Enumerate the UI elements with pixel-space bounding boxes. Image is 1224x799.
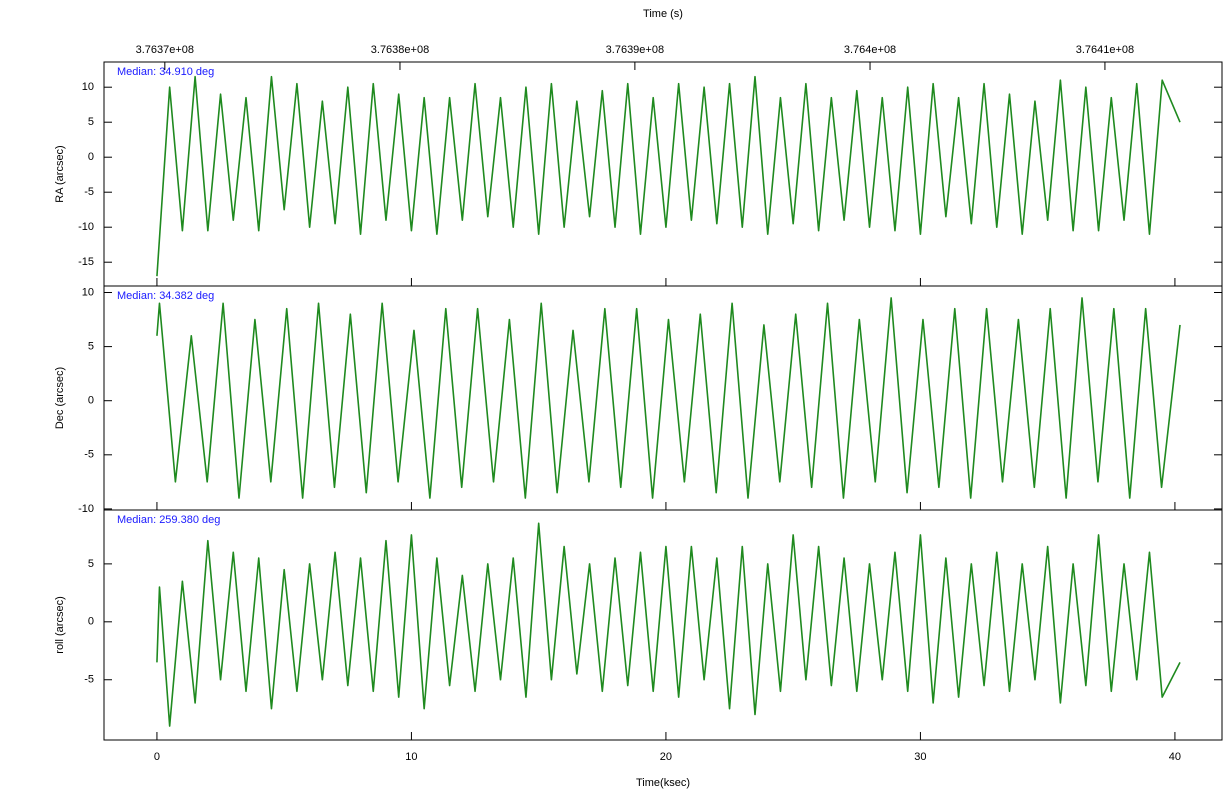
y-tick-label: 5: [88, 341, 94, 353]
x-tick-label: 20: [660, 751, 672, 763]
y-tick-label: -5: [84, 674, 94, 686]
data-line: [156, 297, 1181, 499]
x-axis-title: Time(ksec): [636, 777, 690, 789]
x-tick-label: 40: [1169, 751, 1181, 763]
y-tick-label: -5: [84, 449, 94, 461]
top-x-tick-label: 3.7638e+08: [371, 44, 429, 56]
y-tick-label: 0: [88, 151, 94, 163]
y-tick-label: 0: [88, 395, 94, 407]
x-tick-label: 30: [914, 751, 926, 763]
top-axis-title: Time (s): [643, 8, 683, 20]
y-axis-title: RA (arcsec): [54, 145, 66, 202]
y-tick-label: -10: [78, 221, 94, 233]
x-tick-label: 10: [405, 751, 417, 763]
top-x-tick-label: 3.764e+08: [844, 44, 896, 56]
panel-frame: [103, 509, 1223, 741]
y-tick-label: 0: [88, 616, 94, 628]
y-tick-label: 10: [82, 81, 94, 93]
y-tick-label: -5: [84, 186, 94, 198]
y-tick-label: -10: [78, 503, 94, 515]
data-line: [156, 75, 1181, 277]
y-axis-title: Dec (arcsec): [54, 367, 66, 429]
y-tick-label: -15: [78, 256, 94, 268]
top-x-tick-label: 3.7637e+08: [136, 44, 194, 56]
panel-frame: [103, 61, 1223, 287]
top-x-tick-label: 3.7639e+08: [606, 44, 664, 56]
y-axis-title: roll (arcsec): [54, 596, 66, 653]
x-tick-label: 0: [154, 751, 160, 763]
y-tick-label: 5: [88, 116, 94, 128]
annotation: Median: 34.910 deg: [117, 66, 214, 78]
y-tick-label: 5: [88, 558, 94, 570]
annotation: Median: 259.380 deg: [117, 514, 220, 526]
data-line: [156, 522, 1181, 727]
top-x-tick-label: 3.7641e+08: [1076, 44, 1134, 56]
y-tick-label: 10: [82, 286, 94, 298]
annotation: Median: 34.382 deg: [117, 290, 214, 302]
